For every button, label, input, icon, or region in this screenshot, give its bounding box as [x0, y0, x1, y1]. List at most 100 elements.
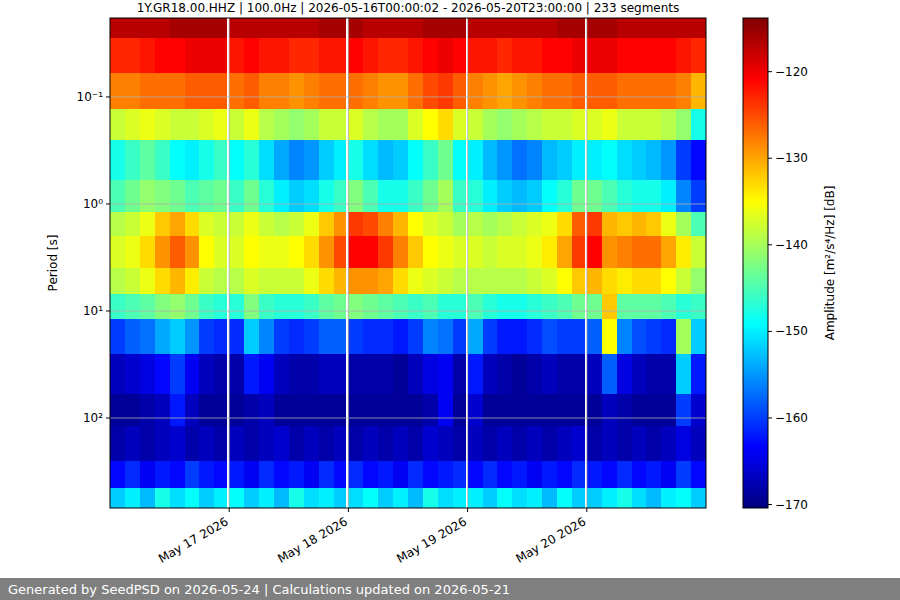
cell: [199, 236, 214, 269]
colorbar-tick: [768, 71, 772, 72]
cell: [572, 236, 585, 269]
cell: [199, 294, 214, 319]
cell: [214, 294, 227, 319]
cell: [214, 18, 227, 38]
cell: [199, 488, 214, 508]
cell: [408, 109, 423, 140]
cell: [244, 73, 259, 109]
x-tick: [586, 508, 587, 512]
cell: [140, 18, 155, 38]
cell: [646, 488, 661, 508]
cell: [453, 212, 466, 236]
cell: [155, 18, 170, 38]
cell: [542, 461, 557, 489]
cell: [602, 18, 617, 38]
cell: [319, 180, 334, 213]
cell: [438, 319, 453, 354]
cell: [497, 18, 512, 38]
cell: [468, 488, 483, 508]
cell: [483, 354, 498, 395]
cell: [229, 488, 244, 508]
cell: [199, 73, 214, 109]
cell: [334, 38, 347, 74]
colorbar-tick: [768, 504, 772, 505]
cell: [483, 73, 498, 109]
cell: [512, 212, 527, 236]
cell: [408, 212, 423, 236]
cell: [676, 461, 691, 489]
cell: [199, 394, 214, 427]
cell: [214, 394, 227, 427]
cell: [274, 73, 289, 109]
cell: [304, 38, 319, 74]
cell: [289, 426, 304, 461]
cell: [185, 180, 200, 213]
cell: [378, 461, 393, 489]
cell: [244, 38, 259, 74]
cell: [483, 180, 498, 213]
cell: [557, 394, 572, 427]
cell: [676, 140, 691, 181]
cell: [170, 18, 185, 38]
cell: [110, 212, 125, 236]
cell: [676, 319, 691, 354]
cell: [304, 354, 319, 395]
cell: [110, 426, 125, 461]
cell: [140, 319, 155, 354]
cell: [691, 461, 706, 489]
cell: [572, 294, 585, 319]
cell: [140, 294, 155, 319]
cell: [512, 18, 527, 38]
cell: [497, 38, 512, 74]
cell: [229, 319, 244, 354]
cell: [155, 180, 170, 213]
cell: [632, 268, 647, 294]
cell: [334, 18, 347, 38]
cell: [334, 354, 347, 395]
cell: [646, 236, 661, 269]
cell: [334, 212, 347, 236]
cell: [483, 268, 498, 294]
y-tick-label: 10²: [83, 411, 103, 425]
cell: [602, 268, 617, 294]
cell: [542, 319, 557, 354]
cell: [140, 426, 155, 461]
cell: [661, 319, 676, 354]
cell: [393, 319, 408, 354]
cell: [408, 394, 423, 427]
cell: [587, 268, 602, 294]
colorbar-tick-label: −160: [775, 411, 808, 425]
cell: [289, 354, 304, 395]
cell: [289, 18, 304, 38]
cell: [602, 461, 617, 489]
cell: [483, 461, 498, 489]
cell: [125, 140, 140, 181]
cell: [512, 180, 527, 213]
cell: [438, 212, 453, 236]
cell: [304, 461, 319, 489]
cell: [155, 236, 170, 269]
cell: [602, 236, 617, 269]
cell: [542, 236, 557, 269]
cell: [319, 18, 334, 38]
cell: [542, 212, 557, 236]
cell: [140, 268, 155, 294]
cell: [423, 212, 438, 236]
cell: [140, 354, 155, 395]
cell: [453, 426, 466, 461]
cell: [676, 394, 691, 427]
cell: [155, 294, 170, 319]
colorbar-tick-label: −140: [775, 238, 808, 252]
cell: [691, 354, 706, 395]
y-axis-title: Period [s]: [46, 235, 60, 292]
cell: [691, 319, 706, 354]
cell: [527, 488, 542, 508]
cell: [363, 394, 378, 427]
cell: [378, 212, 393, 236]
cell: [199, 354, 214, 395]
cell: [334, 73, 347, 109]
cell: [632, 488, 647, 508]
cell: [110, 461, 125, 489]
cell: [378, 18, 393, 38]
cell: [229, 18, 244, 38]
